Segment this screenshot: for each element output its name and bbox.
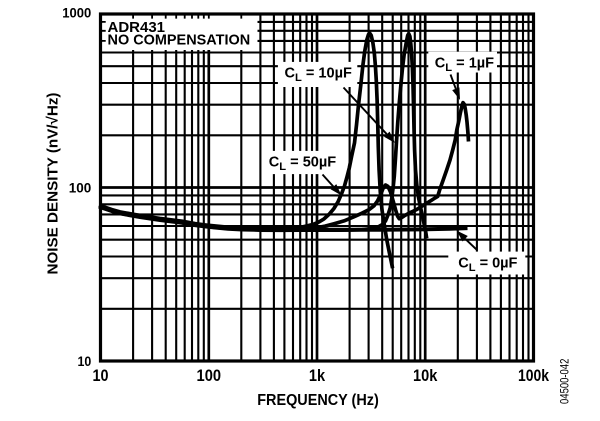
svg-text:CL = 50µF: CL = 50µF	[269, 154, 336, 173]
svg-text:100: 100	[197, 367, 222, 385]
svg-text:10: 10	[93, 367, 109, 385]
svg-text:100: 100	[69, 179, 92, 195]
svg-text:CL = 0µF: CL = 0µF	[458, 255, 517, 274]
svg-text:CL = 1µF: CL = 1µF	[435, 55, 494, 74]
svg-text:ADR431: ADR431	[108, 19, 166, 36]
svg-text:1k: 1k	[309, 367, 326, 385]
svg-text:10k: 10k	[413, 367, 438, 385]
svg-text:100k: 100k	[518, 367, 550, 385]
svg-text:NOISE DENSITY (nV/√Hz): NOISE DENSITY (nV/√Hz)	[45, 93, 62, 275]
svg-text:04500-042: 04500-042	[559, 359, 571, 404]
svg-text:CL = 10µF: CL = 10µF	[285, 66, 352, 85]
svg-text:NO COMPENSATION: NO COMPENSATION	[108, 32, 251, 48]
svg-text:FREQUENCY (Hz): FREQUENCY (Hz)	[257, 392, 379, 409]
svg-text:10: 10	[78, 353, 92, 369]
svg-text:1000: 1000	[62, 5, 91, 21]
